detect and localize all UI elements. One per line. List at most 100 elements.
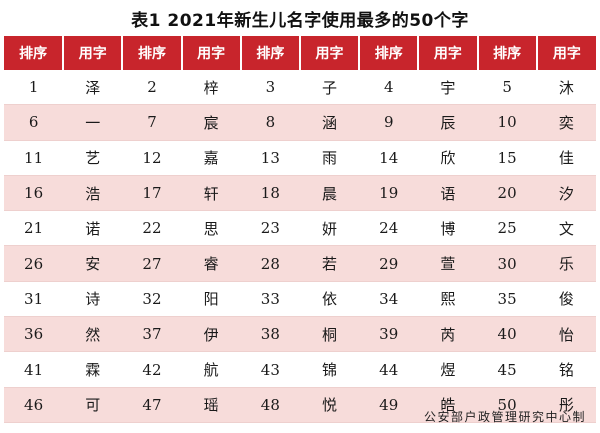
rank-cell: 9: [359, 104, 419, 141]
rank-cell: 29: [359, 245, 419, 282]
rank-cell: 21: [4, 210, 64, 246]
table-row: 16 浩 17 轩 18 晨 19 语 20 汐: [4, 175, 596, 211]
header-rank: 排序: [359, 36, 420, 70]
rank-cell: 49: [359, 387, 419, 423]
char-cell: 可: [63, 387, 123, 423]
char-cell: 佳: [536, 140, 596, 176]
rank-cell: 28: [240, 245, 300, 282]
char-cell: 语: [418, 175, 478, 211]
char-cell: 睿: [181, 245, 241, 282]
char-cell: 芮: [418, 316, 478, 352]
rank-cell: 22: [122, 210, 182, 246]
char-cell: 辰: [418, 104, 478, 141]
char-cell: 思: [181, 210, 241, 246]
rank-cell: 50: [477, 387, 537, 423]
char-cell: 宸: [181, 104, 241, 141]
table-row: 26 安 27 睿 28 若 29 萱 30 乐: [4, 245, 596, 282]
char-cell: 皓: [418, 387, 478, 423]
rank-cell: 25: [477, 210, 537, 246]
source-note: 公安部户政管理研究中心制: [423, 410, 586, 424]
char-cell: 文: [536, 210, 596, 246]
rank-cell: 8: [240, 104, 300, 141]
table-row: 21 诺 22 思 23 妍 24 博 25 文: [4, 210, 596, 246]
char-cell: 俊: [536, 281, 596, 317]
rank-cell: 30: [477, 245, 537, 282]
table-row: 36 然 37 伊 38 桐 39 芮 40 怡: [4, 316, 596, 352]
rank-cell: 20: [477, 175, 537, 211]
header-char: 用字: [418, 36, 479, 70]
rank-cell: 12: [122, 140, 182, 176]
char-cell: 梓: [181, 70, 241, 105]
rank-cell: 45: [477, 351, 537, 388]
rank-cell: 18: [240, 175, 300, 211]
char-cell: 霖: [63, 351, 123, 388]
char-cell: 彤: [536, 387, 596, 423]
rank-cell: 3: [240, 70, 300, 105]
header-rank: 排序: [4, 36, 65, 70]
rank-cell: 4: [359, 70, 419, 105]
char-cell: 子: [299, 70, 360, 105]
rank-cell: 37: [122, 316, 182, 352]
table-row: 46 可 47 瑶 48 悦 49 皓 50 彤: [4, 387, 596, 423]
header-char: 用字: [299, 36, 361, 70]
rank-cell: 36: [4, 316, 64, 352]
char-cell: 乐: [536, 245, 596, 282]
rank-cell: 33: [240, 281, 300, 317]
rank-cell: 23: [240, 210, 300, 246]
char-cell: 诺: [63, 210, 123, 246]
rank-cell: 7: [122, 104, 182, 141]
char-cell: 博: [418, 210, 478, 246]
char-cell: 铭: [536, 351, 596, 388]
char-cell: 沐: [536, 70, 596, 105]
table-row: 41 霖 42 航 43 锦 44 煜 45 铭: [4, 351, 596, 388]
header-char: 用字: [536, 36, 596, 70]
char-cell: 熙: [418, 281, 478, 317]
rank-cell: 41: [4, 351, 64, 388]
char-cell: 宇: [418, 70, 478, 105]
char-cell: 一: [63, 104, 123, 141]
char-cell: 桐: [299, 316, 360, 352]
char-cell: 若: [299, 245, 360, 282]
char-cell: 伊: [181, 316, 241, 352]
rank-cell: 47: [122, 387, 182, 423]
char-cell: 晨: [299, 175, 360, 211]
rank-cell: 38: [240, 316, 300, 352]
table-row: 6 一 7 宸 8 涵 9 辰 10 奕: [4, 104, 596, 141]
header-char: 用字: [181, 36, 242, 70]
char-cell: 航: [181, 351, 241, 388]
header-row: 排序 用字 排序 用字 排序 用字 排序 用字 排序 用字: [4, 36, 596, 70]
char-cell: 奕: [536, 104, 596, 141]
rank-cell: 35: [477, 281, 537, 317]
rank-cell: 42: [122, 351, 182, 388]
char-cell: 怡: [536, 316, 596, 352]
table-body: 1 泽 2 梓 3 子 4 宇 5 沐 6 一 7 宸 8 涵 9 辰 10 奕 11 艺 12 嘉 13 雨 14 欣 15 佳 16 浩 1…: [4, 70, 596, 423]
char-cell: 欣: [418, 140, 478, 176]
table-row: 31 诗 32 阳 33 依 34 熙 35 俊: [4, 281, 596, 317]
table-title: 表1 2021年新生儿名字使用最多的50个字: [131, 11, 469, 31]
rank-cell: 17: [122, 175, 182, 211]
rank-cell: 34: [359, 281, 419, 317]
char-cell: 煜: [418, 351, 478, 388]
char-cell: 诗: [63, 281, 123, 317]
char-cell: 然: [63, 316, 123, 352]
rank-cell: 46: [4, 387, 64, 423]
rank-cell: 14: [359, 140, 419, 176]
char-cell: 涵: [299, 104, 360, 141]
rank-cell: 39: [359, 316, 419, 352]
header-rank: 排序: [477, 36, 538, 70]
char-cell: 雨: [299, 140, 360, 176]
char-cell: 轩: [181, 175, 241, 211]
rank-cell: 27: [122, 245, 182, 282]
rank-cell: 16: [4, 175, 64, 211]
header-rank: 排序: [240, 36, 301, 70]
rank-cell: 11: [4, 140, 64, 176]
table-row: 11 艺 12 嘉 13 雨 14 欣 15 佳: [4, 140, 596, 176]
char-cell: 锦: [299, 351, 360, 388]
char-cell: 阳: [181, 281, 241, 317]
rank-cell: 5: [477, 70, 537, 105]
char-cell: 嘉: [181, 140, 241, 176]
char-cell: 依: [299, 281, 360, 317]
rank-cell: 31: [4, 281, 64, 317]
header-rank: 排序: [122, 36, 183, 70]
